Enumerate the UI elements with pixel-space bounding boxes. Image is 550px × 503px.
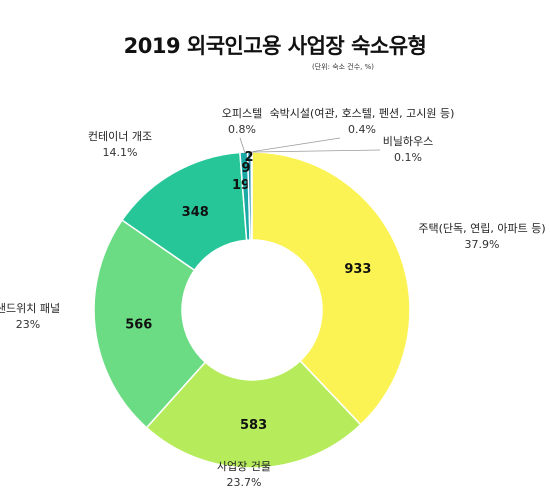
- slice-category-label: 숙박시설(여관, 호스텔, 펜션, 고시원 등): [270, 107, 455, 120]
- slice-percent-label: 23.7%: [227, 476, 262, 489]
- donut-slice: [93, 219, 207, 429]
- unit-note: (단위: 숙소 건수, %): [312, 63, 375, 71]
- slice-category-label: 컨테이너 개조: [88, 130, 152, 143]
- donut-slice: [251, 151, 411, 426]
- leader-line: [249, 137, 341, 153]
- slice-percent-label: 0.1%: [394, 151, 422, 164]
- slice-value-label: 566: [125, 317, 152, 332]
- leader-line: [251, 149, 381, 153]
- slice-value-label: 9: [241, 161, 250, 176]
- slice-percent-label: 0.8%: [228, 123, 256, 136]
- donut-slice: [121, 151, 248, 272]
- slice-percent-label: 14.1%: [103, 146, 138, 159]
- slice-percent-label: 23%: [16, 318, 40, 331]
- slice-value-label: 19: [232, 178, 250, 193]
- slice-value-label: 2: [244, 150, 253, 165]
- slice-category-label: 오피스텔: [222, 107, 262, 120]
- slice-category-label: 주택(단독, 연립, 아파트 등): [418, 222, 545, 235]
- donut-slice: [250, 151, 253, 241]
- slice-value-label: 933: [344, 262, 371, 277]
- slice-value-label: 348: [182, 205, 209, 220]
- slice-category-label: 샌드위치 패널: [0, 302, 60, 315]
- slice-percent-label: 0.4%: [348, 123, 376, 136]
- donut-slice: [145, 359, 362, 469]
- slice-category-label: 비닐하우스: [383, 134, 434, 148]
- slice-value-label: 583: [240, 418, 267, 433]
- slice-percent-label: 37.9%: [465, 238, 500, 251]
- leader-line: [239, 137, 246, 154]
- chart-title: 2019 외국인고용 사업장 숙소유형: [123, 34, 427, 58]
- slice-category-label: 사업장 건물: [217, 460, 271, 473]
